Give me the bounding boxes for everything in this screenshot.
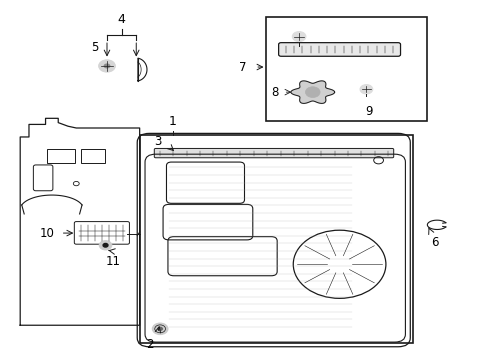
Bar [140, 135, 412, 343]
Text: 8: 8 [271, 86, 278, 99]
Circle shape [99, 240, 112, 250]
Circle shape [157, 327, 163, 331]
Text: 9: 9 [365, 105, 372, 118]
Circle shape [359, 85, 372, 94]
Circle shape [99, 60, 115, 72]
Bar [81, 149, 104, 163]
Polygon shape [290, 81, 334, 103]
FancyBboxPatch shape [278, 42, 400, 56]
Circle shape [103, 63, 110, 68]
Text: 7: 7 [239, 60, 246, 73]
Circle shape [103, 243, 108, 247]
Text: 6: 6 [430, 235, 438, 249]
FancyBboxPatch shape [154, 148, 393, 158]
Text: 4: 4 [118, 13, 125, 26]
Circle shape [152, 323, 167, 334]
Circle shape [292, 32, 305, 41]
Text: 2: 2 [145, 338, 153, 351]
Text: 3: 3 [154, 135, 161, 148]
Text: 10: 10 [40, 227, 54, 240]
Text: 1: 1 [168, 115, 176, 128]
Bar [266, 17, 427, 121]
Bar [47, 149, 75, 163]
Circle shape [305, 87, 320, 98]
Text: 11: 11 [105, 255, 120, 268]
Text: 5: 5 [91, 41, 98, 54]
